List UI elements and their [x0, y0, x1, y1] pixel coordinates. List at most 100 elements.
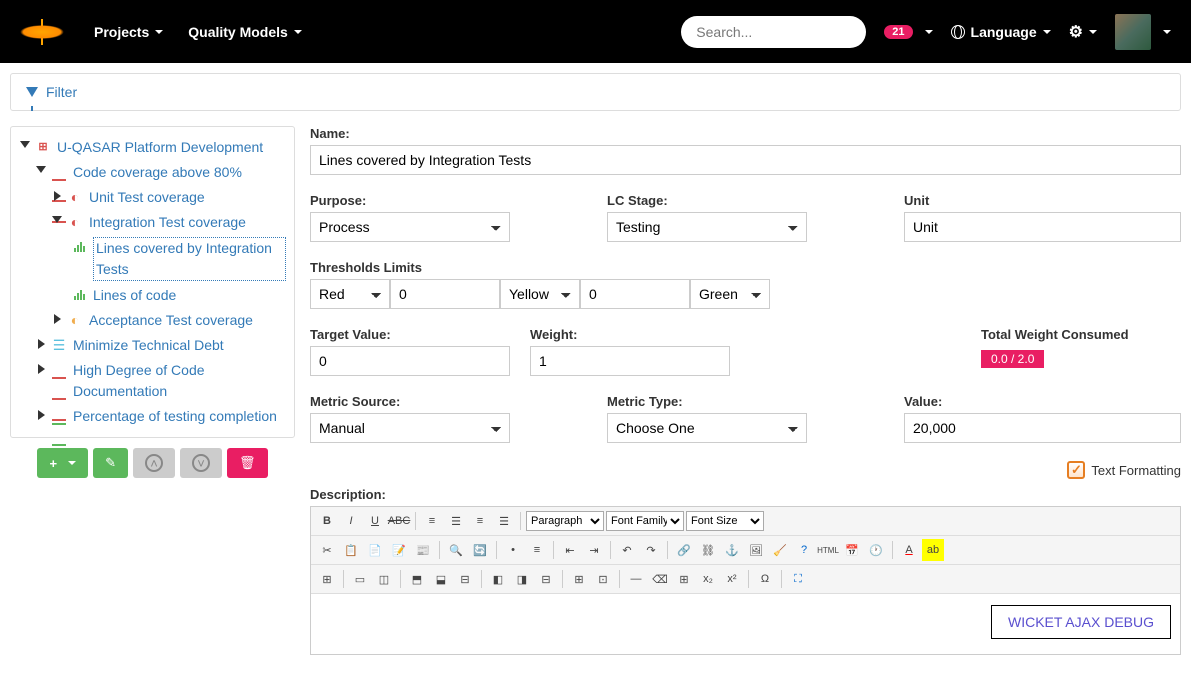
paragraph-select[interactable]: Paragraph: [526, 511, 604, 531]
weight-input[interactable]: [530, 346, 730, 376]
tree-item-code-coverage[interactable]: Code coverage above 80%: [19, 160, 286, 185]
insert-row-before-button[interactable]: ⬒: [406, 568, 428, 590]
expand-icon[interactable]: [35, 364, 47, 374]
align-right-button[interactable]: ≡: [469, 510, 491, 532]
image-button[interactable]: 🖼: [745, 539, 767, 561]
threshold-yellow-select[interactable]: Yellow: [500, 279, 580, 309]
indent-button[interactable]: ⇥: [583, 539, 605, 561]
row-props-button[interactable]: ▭: [349, 568, 371, 590]
cut-button[interactable]: ✂: [316, 539, 338, 561]
merge-cells-button[interactable]: ⊡: [592, 568, 614, 590]
fullscreen-button[interactable]: ⛶: [787, 568, 809, 590]
editor-toolbar-1: B I U ABC ≡ ☰ ≡ ☰ Paragraph Font Family …: [311, 507, 1180, 536]
html-button[interactable]: HTML: [817, 539, 839, 561]
font-size-select[interactable]: Font Size: [686, 511, 764, 531]
underline-button[interactable]: U: [364, 510, 386, 532]
redo-button[interactable]: ↷: [640, 539, 662, 561]
nav-user[interactable]: [1115, 14, 1171, 50]
date-button[interactable]: 📅: [841, 539, 863, 561]
threshold-green-select[interactable]: Green: [690, 279, 770, 309]
align-justify-button[interactable]: ☰: [493, 510, 515, 532]
threshold-yellow-input[interactable]: [580, 279, 690, 309]
insert-col-after-button[interactable]: ◨: [511, 568, 533, 590]
tree-item-lines-of-code[interactable]: Lines of code: [19, 283, 286, 308]
value-input[interactable]: [904, 413, 1181, 443]
edit-button[interactable]: ✎: [93, 448, 128, 478]
nav-projects[interactable]: Projects: [94, 24, 163, 40]
remove-format-button[interactable]: ⌫: [649, 568, 671, 590]
find-button[interactable]: 🔍: [445, 539, 467, 561]
visual-aid-button[interactable]: ⊞: [673, 568, 695, 590]
threshold-red-input[interactable]: [390, 279, 500, 309]
copy-button[interactable]: 📋: [340, 539, 362, 561]
notifications[interactable]: 21: [884, 25, 932, 39]
outdent-button[interactable]: ⇤: [559, 539, 581, 561]
purpose-select[interactable]: Process: [310, 212, 510, 242]
align-center-button[interactable]: ☰: [445, 510, 467, 532]
nav-quality-models[interactable]: Quality Models: [188, 24, 302, 40]
metric-source-select[interactable]: Manual: [310, 413, 510, 443]
number-list-button[interactable]: ≡: [526, 539, 548, 561]
strike-button[interactable]: ABC: [388, 510, 410, 532]
bg-color-button[interactable]: ab: [922, 539, 944, 561]
expand-icon[interactable]: [51, 191, 63, 201]
app-logo[interactable]: [20, 19, 64, 45]
lc-stage-select[interactable]: Testing: [607, 212, 807, 242]
search-input[interactable]: Search...: [681, 16, 866, 48]
unit-input[interactable]: [904, 212, 1181, 242]
tree-item-lines-covered[interactable]: Lines covered by Integration Tests: [19, 235, 286, 283]
move-up-button[interactable]: ˄: [133, 448, 175, 478]
paste-word-button[interactable]: 📰: [412, 539, 434, 561]
time-button[interactable]: 🕐: [865, 539, 887, 561]
delete-button[interactable]: 🗑: [227, 448, 268, 478]
tree-item-tech-debt[interactable]: ☰ Minimize Technical Debt: [19, 333, 286, 358]
align-left-button[interactable]: ≡: [421, 510, 443, 532]
nav-language[interactable]: Language: [951, 24, 1051, 40]
link-button[interactable]: 🔗: [673, 539, 695, 561]
table-button[interactable]: ⊞: [316, 568, 338, 590]
tree-item-acceptance-test[interactable]: ◐ Acceptance Test coverage: [19, 308, 286, 333]
paste-text-button[interactable]: 📝: [388, 539, 410, 561]
bold-button[interactable]: B: [316, 510, 338, 532]
cell-props-button[interactable]: ◫: [373, 568, 395, 590]
cleanup-button[interactable]: 🧹: [769, 539, 791, 561]
bullet-list-button[interactable]: •: [502, 539, 524, 561]
expand-icon[interactable]: [51, 314, 63, 324]
tree-root[interactable]: ⊞ U-QASAR Platform Development: [19, 135, 286, 160]
collapse-icon[interactable]: [51, 216, 63, 223]
font-family-select[interactable]: Font Family: [606, 511, 684, 531]
replace-button[interactable]: 🔄: [469, 539, 491, 561]
delete-row-button[interactable]: ⊟: [454, 568, 476, 590]
unlink-button[interactable]: ⛓: [697, 539, 719, 561]
target-input[interactable]: [310, 346, 510, 376]
threshold-red-select[interactable]: Red: [310, 279, 390, 309]
add-button[interactable]: +: [37, 448, 88, 478]
superscript-button[interactable]: x²: [721, 568, 743, 590]
nav-settings[interactable]: ⚙: [1069, 22, 1097, 42]
italic-button[interactable]: I: [340, 510, 362, 532]
help-button[interactable]: ?: [793, 539, 815, 561]
delete-col-button[interactable]: ⊟: [535, 568, 557, 590]
collapse-icon[interactable]: [19, 141, 31, 148]
name-input[interactable]: [310, 145, 1181, 175]
split-cells-button[interactable]: ⊞: [568, 568, 590, 590]
anchor-button[interactable]: ⚓: [721, 539, 743, 561]
text-color-button[interactable]: A: [898, 539, 920, 561]
metric-type-select[interactable]: Choose One: [607, 413, 807, 443]
expand-icon[interactable]: [35, 339, 47, 349]
tree-item-documentation[interactable]: High Degree of Code Documentation: [19, 358, 286, 404]
wicket-debug[interactable]: WICKET AJAX DEBUG: [991, 605, 1171, 639]
subscript-button[interactable]: x₂: [697, 568, 719, 590]
hr-button[interactable]: —: [625, 568, 647, 590]
special-char-button[interactable]: Ω: [754, 568, 776, 590]
filter-label: Filter: [46, 84, 77, 100]
filter-bar[interactable]: Filter: [10, 73, 1181, 111]
undo-button[interactable]: ↶: [616, 539, 638, 561]
collapse-icon[interactable]: [35, 166, 47, 173]
text-formatting-toggle[interactable]: ✓ Text Formatting: [1067, 461, 1181, 479]
paste-button[interactable]: 📄: [364, 539, 386, 561]
insert-col-before-button[interactable]: ◧: [487, 568, 509, 590]
move-down-button[interactable]: ˅: [180, 448, 222, 478]
insert-row-after-button[interactable]: ⬓: [430, 568, 452, 590]
expand-icon[interactable]: [35, 410, 47, 420]
